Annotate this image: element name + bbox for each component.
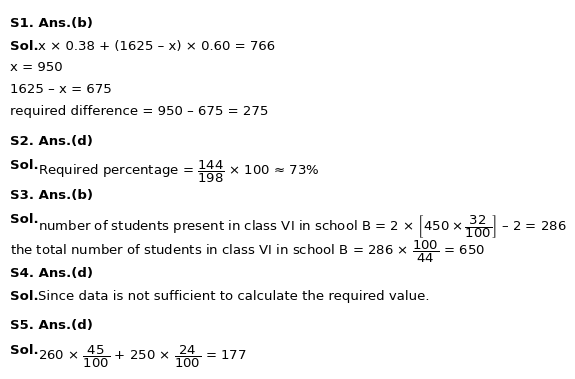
Text: Sol.: Sol. <box>10 344 39 357</box>
Text: Sol.: Sol. <box>10 213 39 226</box>
Text: Since data is not sufficient to calculate the required value.: Since data is not sufficient to calculat… <box>38 290 430 303</box>
Text: x = 950: x = 950 <box>10 61 63 74</box>
Text: Sol.: Sol. <box>10 40 39 53</box>
Text: 1625 – x = 675: 1625 – x = 675 <box>10 83 112 96</box>
Text: S1. Ans.(b): S1. Ans.(b) <box>10 17 93 30</box>
Text: Sol.: Sol. <box>10 290 39 303</box>
Text: number of students present in class VI in school B = 2 × $\left[450 \times \dfra: number of students present in class VI i… <box>38 213 566 240</box>
Text: required difference = 950 – 675 = 275: required difference = 950 – 675 = 275 <box>10 105 269 117</box>
Text: S4. Ans.(d): S4. Ans.(d) <box>10 267 93 280</box>
Text: S3. Ans.(b): S3. Ans.(b) <box>10 190 93 202</box>
Text: S2. Ans.(d): S2. Ans.(d) <box>10 135 93 147</box>
Text: the total number of students in class VI in school B = 286 × $\dfrac{100}{44}$ =: the total number of students in class VI… <box>10 239 485 265</box>
Text: S5. Ans.(d): S5. Ans.(d) <box>10 319 93 332</box>
Text: Sol.: Sol. <box>10 159 39 172</box>
Text: Required percentage = $\dfrac{144}{198}$ × 100 ≈ 73%: Required percentage = $\dfrac{144}{198}$… <box>38 159 319 185</box>
Text: x × 0.38 + (1625 – x) × 0.60 = 766: x × 0.38 + (1625 – x) × 0.60 = 766 <box>38 40 275 53</box>
Text: 260 × $\dfrac{45}{100}$ + 250 × $\dfrac{24}{100}$ = 177: 260 × $\dfrac{45}{100}$ + 250 × $\dfrac{… <box>38 344 247 370</box>
